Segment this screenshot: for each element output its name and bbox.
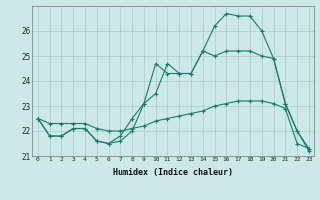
X-axis label: Humidex (Indice chaleur): Humidex (Indice chaleur) xyxy=(113,168,233,177)
